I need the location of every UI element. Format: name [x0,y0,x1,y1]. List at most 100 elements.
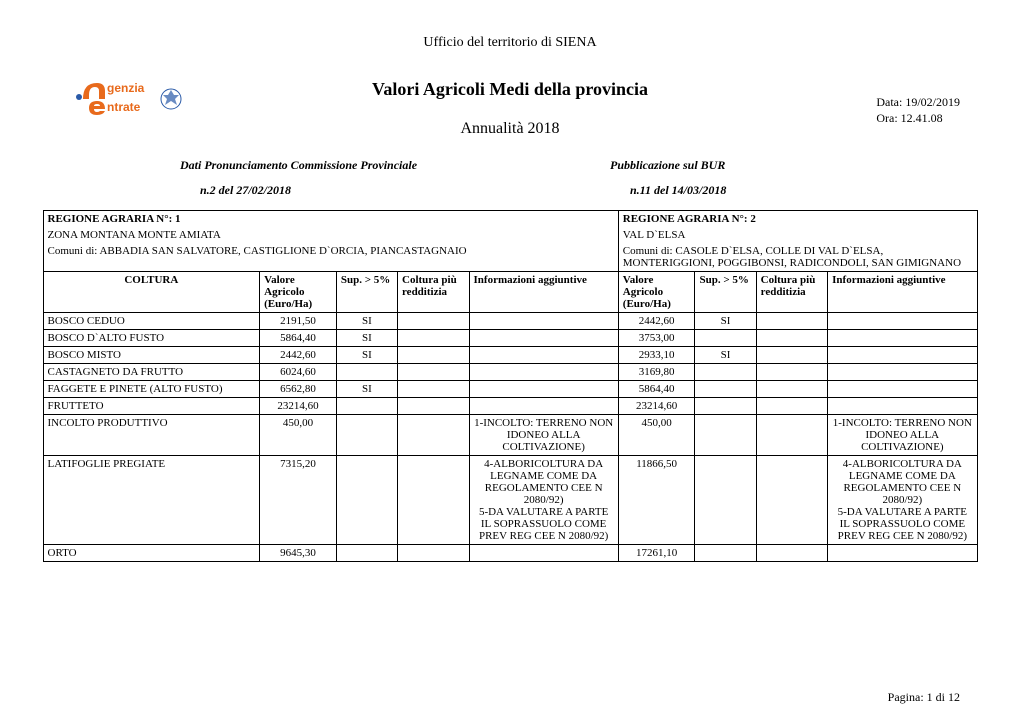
cell-r1 [398,313,470,330]
cell-r2 [756,545,828,562]
cell-v1: 2191,50 [260,313,337,330]
cell-r2 [756,398,828,415]
cell-v2: 2442,60 [618,313,695,330]
cell-s2: SI [695,347,756,364]
cell-s1: SI [336,313,397,330]
cell-coltura: BOSCO CEDUO [43,313,260,330]
cell-v2: 11866,50 [618,456,695,545]
date-text: Data: 19/02/2019 [876,95,960,111]
column-header-row: COLTURA Valore Agricolo (Euro/Ha) Sup. >… [43,272,977,313]
page-subtitle: Annualità 2018 [30,120,990,138]
cell-s1: SI [336,330,397,347]
col-sup-2: Sup. > 5% [695,272,756,313]
col-valore-1: Valore Agricolo (Euro/Ha) [260,272,337,313]
cell-v2: 17261,10 [618,545,695,562]
table-row: BOSCO CEDUO2191,50SI2442,60SI [43,313,977,330]
cell-i2: 1-INCOLTO: TERRENO NON IDONEO ALLA COLTI… [828,415,977,456]
agency-logo: genzia ntrate [75,77,205,115]
cell-r2 [756,456,828,545]
table-row: FRUTTETO23214,6023214,60 [43,398,977,415]
region-comuni-row: Comuni di: ABBADIA SAN SALVATORE, CASTIG… [43,243,977,272]
cell-s2 [695,381,756,398]
cell-r1 [398,398,470,415]
cell-coltura: CASTAGNETO DA FRUTTO [43,364,260,381]
cell-coltura: INCOLTO PRODUTTIVO [43,415,260,456]
timestamp-block: Data: 19/02/2019 Ora: 12.41.08 [876,95,960,126]
table-row: ORTO9645,3017261,10 [43,545,977,562]
cell-s1 [336,415,397,456]
cell-v1: 6024,60 [260,364,337,381]
cell-i2 [828,330,977,347]
cell-coltura: FRUTTETO [43,398,260,415]
cell-r2 [756,381,828,398]
cell-r2 [756,415,828,456]
col-sup-1: Sup. > 5% [336,272,397,313]
cell-r1 [398,330,470,347]
cell-coltura: LATIFOGLIE PREGIATE [43,456,260,545]
cell-r2 [756,313,828,330]
cell-i2 [828,545,977,562]
cell-i1 [469,313,618,330]
col-redditizia-2: Coltura più redditizia [756,272,828,313]
col-info-2: Informazioni aggiuntive [828,272,977,313]
cell-s2 [695,398,756,415]
cell-v2: 450,00 [618,415,695,456]
cell-v1: 450,00 [260,415,337,456]
col-redditizia-1: Coltura più redditizia [398,272,470,313]
table-row: FAGGETE E PINETE (ALTO FUSTO)6562,80SI58… [43,381,977,398]
cell-r1 [398,456,470,545]
cell-v1: 6562,80 [260,381,337,398]
cell-i2 [828,398,977,415]
cell-r1 [398,364,470,381]
table-row: LATIFOGLIE PREGIATE7315,20 4-ALBORICOLTUR… [43,456,977,545]
cell-r1 [398,381,470,398]
cell-s2 [695,545,756,562]
cell-r2 [756,364,828,381]
cell-i2: 4-ALBORICOLTURA DA LEGNAME COME DA REGOL… [828,456,977,545]
cell-v1: 9645,30 [260,545,337,562]
cell-r1 [398,545,470,562]
col-coltura: COLTURA [43,272,260,313]
cell-i2 [828,364,977,381]
cell-coltura: BOSCO MISTO [43,347,260,364]
region-zone-row: ZONA MONTANA MONTE AMIATA VAL D`ELSA [43,227,977,243]
region1-comuni: Comuni di: ABBADIA SAN SALVATORE, CASTIG… [43,243,618,272]
publication-label: Pubblicazione sul BUR [610,158,725,173]
cell-s1: SI [336,347,397,364]
cell-s1 [336,398,397,415]
cell-s1 [336,545,397,562]
table-row: CASTAGNETO DA FRUTTO6024,603169,80 [43,364,977,381]
cell-r1 [398,347,470,364]
commission-value: n.2 del 27/02/2018 [180,183,630,198]
table-row: BOSCO D`ALTO FUSTO5864,40SI3753,00 [43,330,977,347]
cell-i1: 1-INCOLTO: TERRENO NON IDONEO ALLA COLTI… [469,415,618,456]
cell-i1 [469,347,618,364]
cell-i1: 4-ALBORICOLTURA DA LEGNAME COME DA REGOL… [469,456,618,545]
meta-values-row: n.2 del 27/02/2018 n.11 del 14/03/2018 [180,183,990,198]
page-footer: Pagina: 1 di 12 [888,690,960,705]
region2-zone: VAL D`ELSA [618,227,977,243]
commission-label: Dati Pronunciamento Commissione Provinci… [180,158,610,173]
region2-title: REGIONE AGRARIA N°: 2 [618,211,977,228]
cell-s1 [336,364,397,381]
cell-v2: 2933,10 [618,347,695,364]
table-row: INCOLTO PRODUTTIVO450,001-INCOLTO: TERRE… [43,415,977,456]
region1-zone: ZONA MONTANA MONTE AMIATA [43,227,618,243]
meta-labels-row: Dati Pronunciamento Commissione Provinci… [180,158,990,173]
office-name: Ufficio del territorio di SIENA [30,35,990,51]
cell-s1 [336,456,397,545]
time-text: Ora: 12.41.08 [876,111,960,127]
cell-s2 [695,415,756,456]
region2-comuni: Comuni di: CASOLE D`ELSA, COLLE DI VAL D… [618,243,977,272]
cell-v1: 7315,20 [260,456,337,545]
cell-v1: 2442,60 [260,347,337,364]
col-valore-2: Valore Agricolo (Euro/Ha) [618,272,695,313]
cell-i2 [828,313,977,330]
region-title-row: REGIONE AGRARIA N°: 1 REGIONE AGRARIA N°… [43,211,977,228]
cell-r2 [756,330,828,347]
cell-v2: 5864,40 [618,381,695,398]
cell-v1: 5864,40 [260,330,337,347]
cell-s1: SI [336,381,397,398]
cell-coltura: BOSCO D`ALTO FUSTO [43,330,260,347]
cell-r1 [398,415,470,456]
